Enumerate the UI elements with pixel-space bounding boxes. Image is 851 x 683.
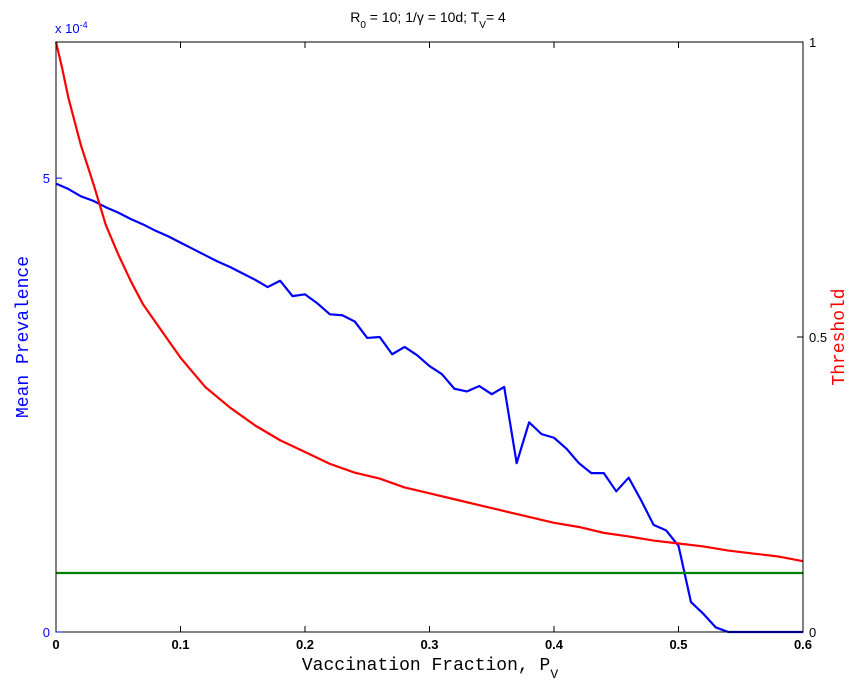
title-part-2: = 10; 1/γ = 10d; T bbox=[366, 9, 480, 25]
title-part-0: R bbox=[350, 9, 360, 25]
x-axis-label-main: Vaccination Fraction, P bbox=[302, 656, 550, 676]
plot-frame bbox=[55, 41, 804, 633]
title-part-3: V bbox=[479, 20, 486, 31]
right-tick-label: 0.5 bbox=[809, 330, 827, 345]
left-axis-ticks: 05 bbox=[43, 171, 62, 640]
scale-note-base: x 10 bbox=[55, 21, 80, 36]
right-axis-label: Threshold bbox=[830, 288, 850, 385]
x-axis-ticks: 0 0.1 0.2 0.3 0.4 0.5 0.6 bbox=[52, 42, 812, 652]
prevalence-line bbox=[55, 182, 803, 634]
left-axis-label: Mean Prevalence bbox=[14, 256, 34, 418]
x-tick-label: 0.4 bbox=[545, 637, 564, 652]
x-tick-label: 0.2 bbox=[296, 637, 314, 652]
x-tick-label: 0.1 bbox=[171, 637, 189, 652]
right-axis-ticks: 00.51 bbox=[797, 35, 827, 640]
x-tick-label: 0.5 bbox=[669, 637, 687, 652]
threshold-line bbox=[54, 41, 804, 563]
x-tick-label: 0.6 bbox=[794, 637, 812, 652]
left-tick-label: 5 bbox=[43, 171, 50, 186]
right-tick-label: 1 bbox=[809, 35, 816, 50]
title-part-1: 0 bbox=[360, 20, 366, 31]
left-tick-label: 0 bbox=[43, 625, 50, 640]
right-tick-label: 0 bbox=[809, 625, 816, 640]
x-tick-label: 0 bbox=[52, 637, 59, 652]
x-axis-label-sub: V bbox=[550, 667, 558, 682]
left-axis-scale-note: x 10-4 bbox=[55, 20, 88, 36]
chart-title: R0 = 10; 1/γ = 10d; TV= 4 bbox=[350, 9, 506, 31]
title-part-4: = 4 bbox=[486, 9, 506, 25]
x-tick-label: 0.3 bbox=[420, 637, 438, 652]
x-axis-label: Vaccination Fraction, PV bbox=[302, 656, 558, 682]
series-layer bbox=[54, 41, 804, 634]
scale-note-exponent: -4 bbox=[80, 20, 88, 30]
